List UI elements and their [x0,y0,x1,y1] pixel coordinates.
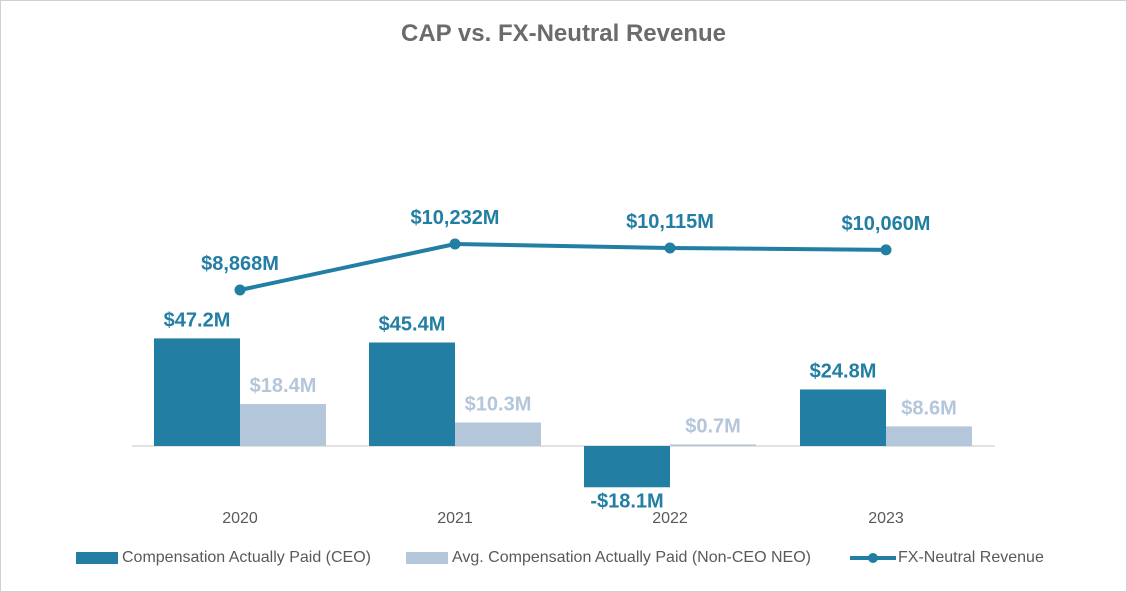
data-label-ceo: $47.2M [164,309,231,331]
data-label-ceo: $45.4M [379,313,446,335]
bar-neo [455,422,541,446]
point-revenue [234,284,246,296]
line-revenue [239,242,887,292]
data-label-neo: $8.6M [901,397,957,419]
x-tick-label: 2022 [652,510,688,527]
legend-swatch-neo [406,552,448,564]
data-label-neo: $18.4M [250,375,317,397]
data-label-revenue: $10,060M [842,213,931,235]
legend-label-neo: Avg. Compensation Actually Paid (Non-CEO… [452,549,811,566]
bar-ceo [369,342,455,446]
legend-item-ceo: Compensation Actually Paid (CEO) [76,549,371,567]
bar-neo [240,404,326,446]
data-label-neo: $10.3M [465,394,532,416]
legend-item-neo: Avg. Compensation Actually Paid (Non-CEO… [406,549,811,567]
chart-title: CAP vs. FX-Neutral Revenue [401,20,726,47]
legend-label-revenue: FX-Neutral Revenue [898,549,1044,566]
bar-neo [670,444,756,446]
legend-line-marker-icon [850,553,896,563]
x-tick-label: 2020 [222,510,258,527]
bar-neo [886,426,972,446]
data-label-neo: $0.7M [685,415,741,437]
point-revenue [664,242,676,254]
legend-label-ceo: Compensation Actually Paid (CEO) [122,549,371,566]
data-label-revenue: $8,868M [201,253,279,275]
legend-swatch-ceo [76,552,118,564]
data-label-ceo: -$18.1M [590,490,663,512]
data-label-revenue: $10,115M [626,211,714,233]
bar-ceo [800,389,886,446]
point-revenue [880,244,892,256]
x-tick-label: 2021 [437,510,473,527]
bar-ceo [154,338,240,446]
point-revenue [449,238,461,250]
bar-ceo [584,446,670,488]
data-label-ceo: $24.8M [810,360,877,382]
x-tick-label: 2023 [868,510,904,527]
legend-item-revenue: FX-Neutral Revenue [850,549,1044,567]
data-label-revenue: $10,232M [411,207,500,229]
